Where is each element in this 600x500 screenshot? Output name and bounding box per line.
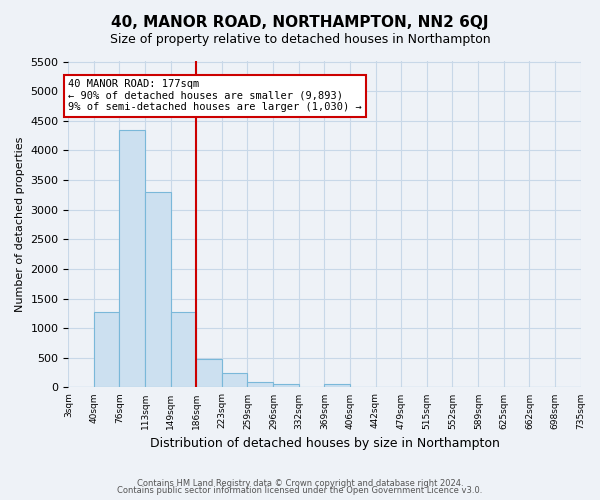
Y-axis label: Number of detached properties: Number of detached properties <box>15 137 25 312</box>
Bar <box>223 373 247 388</box>
Bar <box>274 384 299 388</box>
Text: 40, MANOR ROAD, NORTHAMPTON, NN2 6QJ: 40, MANOR ROAD, NORTHAMPTON, NN2 6QJ <box>111 15 489 30</box>
Text: Size of property relative to detached houses in Northampton: Size of property relative to detached ho… <box>110 32 490 46</box>
Bar <box>145 192 170 388</box>
Bar <box>170 312 196 388</box>
Bar <box>325 384 350 388</box>
Text: Contains public sector information licensed under the Open Government Licence v3: Contains public sector information licen… <box>118 486 482 495</box>
Bar <box>247 382 274 388</box>
Bar <box>119 130 145 388</box>
Bar <box>94 312 119 388</box>
Text: Contains HM Land Registry data © Crown copyright and database right 2024.: Contains HM Land Registry data © Crown c… <box>137 478 463 488</box>
Text: 40 MANOR ROAD: 177sqm
← 90% of detached houses are smaller (9,893)
9% of semi-de: 40 MANOR ROAD: 177sqm ← 90% of detached … <box>68 80 362 112</box>
Bar <box>196 359 223 388</box>
X-axis label: Distribution of detached houses by size in Northampton: Distribution of detached houses by size … <box>149 437 499 450</box>
